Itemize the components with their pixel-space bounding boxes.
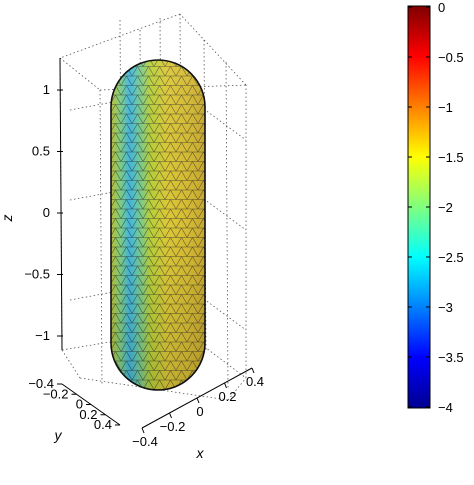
z-tick-label: 0 — [43, 205, 50, 220]
y-axis: −0.4−0.2 00.20.4 — [28, 376, 121, 432]
x-axis-label: x — [196, 445, 205, 461]
colorbar-tick-label: −4 — [438, 400, 453, 415]
z-tick-label: −0.5 — [24, 267, 50, 282]
colorbar: 0 −0.5 −1 −1.5 −2 −2.5 −3 −3.5 −4 — [407, 0, 464, 415]
colorbar-tick-label: −1 — [438, 100, 453, 115]
y-tick-label: 0.2 — [79, 407, 97, 422]
colorbar-tick-label: −3 — [438, 300, 453, 315]
z-tick-label: 0.5 — [32, 144, 50, 159]
y-tick-label: −0.2 — [43, 386, 69, 401]
x-tick-label: 0.2 — [218, 389, 236, 404]
colorbar-tick-label: 0 — [438, 0, 445, 15]
z-tick-label: −1 — [35, 328, 50, 343]
y-tick-label: 0.4 — [94, 417, 112, 432]
x-tick-label: 0.4 — [246, 374, 264, 389]
capsule-surface — [110, 59, 206, 391]
x-tick-label: −0.2 — [160, 419, 186, 434]
z-tick-label: 1 — [43, 82, 50, 97]
x-tick-label: −0.4 — [132, 434, 158, 449]
colorbar-tick-label: −3.5 — [438, 350, 464, 365]
colorbar-tick-label: −1.5 — [438, 150, 464, 165]
colorbar-tick-label: −0.5 — [438, 50, 464, 65]
colorbar-tick-label: −2.5 — [438, 250, 464, 265]
y-axis-label: y — [54, 427, 63, 443]
colorbar-ticks: 0 −0.5 −1 −1.5 −2 −2.5 −3 −3.5 −4 — [408, 0, 464, 415]
z-axis-label: z — [0, 215, 15, 223]
z-axis: 1 0.5 0 −0.5 −1 — [24, 57, 63, 351]
colorbar-tick-label: −2 — [438, 200, 453, 215]
x-tick-label: 0 — [196, 404, 203, 419]
y-tick-label: 0 — [76, 397, 83, 412]
y-tick-label: −0.4 — [28, 376, 54, 391]
x-axis: −0.4−0.2 0 0.2 0.4 — [132, 367, 264, 449]
